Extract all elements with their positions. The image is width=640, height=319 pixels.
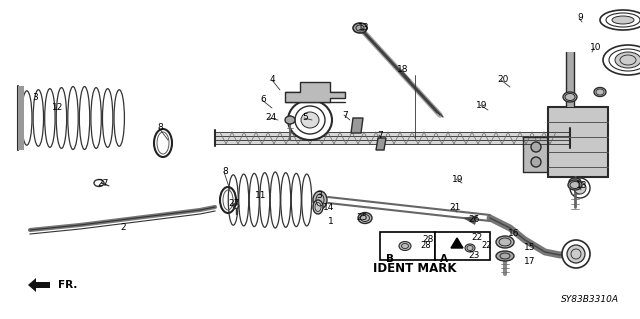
Polygon shape [523, 137, 548, 172]
Text: SY83B3310A: SY83B3310A [561, 295, 619, 305]
Text: IDENT MARK: IDENT MARK [373, 262, 457, 275]
Ellipse shape [568, 180, 582, 190]
Text: 6: 6 [260, 95, 266, 105]
Text: 28: 28 [420, 241, 431, 250]
Ellipse shape [496, 236, 514, 248]
Ellipse shape [496, 251, 514, 261]
Text: 7: 7 [377, 130, 383, 139]
Text: 1: 1 [328, 218, 333, 226]
Text: FR.: FR. [58, 280, 77, 290]
Ellipse shape [600, 10, 640, 30]
Text: 18: 18 [397, 65, 408, 75]
Text: 13: 13 [576, 182, 588, 190]
Circle shape [567, 245, 585, 263]
Text: 8: 8 [157, 123, 163, 132]
Text: B: B [386, 254, 394, 264]
Text: 4: 4 [270, 76, 276, 85]
Ellipse shape [353, 23, 367, 33]
Ellipse shape [603, 45, 640, 75]
Text: 19: 19 [476, 100, 488, 109]
Circle shape [570, 178, 590, 198]
Ellipse shape [563, 92, 577, 102]
Text: 11: 11 [255, 191, 266, 201]
Text: 10: 10 [590, 43, 602, 53]
Ellipse shape [313, 191, 327, 209]
Ellipse shape [285, 116, 295, 124]
Polygon shape [36, 282, 50, 288]
Text: 16: 16 [508, 229, 520, 239]
Ellipse shape [358, 212, 372, 224]
Circle shape [531, 157, 541, 167]
Text: 26: 26 [468, 216, 479, 225]
Circle shape [562, 240, 590, 268]
Text: 13: 13 [358, 24, 369, 33]
Ellipse shape [288, 100, 332, 140]
Polygon shape [351, 118, 363, 133]
Text: 22: 22 [471, 234, 483, 242]
Polygon shape [566, 52, 574, 107]
Ellipse shape [594, 87, 606, 97]
Ellipse shape [465, 244, 475, 252]
Ellipse shape [569, 178, 581, 186]
Text: 8: 8 [222, 167, 228, 176]
Text: 19: 19 [452, 174, 463, 183]
Ellipse shape [313, 200, 323, 214]
Polygon shape [215, 132, 570, 144]
Text: 17: 17 [524, 257, 536, 266]
Bar [380, 232, 435, 260]
Text: 22: 22 [481, 241, 492, 250]
Text: 28: 28 [422, 235, 433, 244]
Text: 27: 27 [97, 179, 108, 188]
Text: 12: 12 [52, 103, 63, 113]
Polygon shape [18, 86, 24, 150]
Text: 21: 21 [449, 203, 460, 211]
Bar [435, 232, 490, 260]
Text: 27: 27 [228, 198, 239, 207]
Text: 15: 15 [524, 242, 536, 251]
Text: 3: 3 [316, 190, 322, 199]
Polygon shape [548, 107, 608, 177]
Circle shape [574, 182, 586, 194]
Text: 7: 7 [342, 110, 348, 120]
Polygon shape [451, 238, 463, 248]
Text: 24: 24 [265, 114, 276, 122]
Text: 5: 5 [302, 114, 308, 122]
Text: 9: 9 [577, 13, 583, 23]
Text: 20: 20 [497, 76, 508, 85]
Polygon shape [28, 278, 36, 292]
Polygon shape [285, 82, 345, 102]
Ellipse shape [615, 52, 640, 68]
Polygon shape [376, 138, 386, 150]
Text: 14: 14 [323, 203, 334, 211]
Ellipse shape [399, 241, 411, 250]
Text: 25: 25 [356, 213, 367, 222]
Text: 3: 3 [32, 93, 38, 101]
Text: A: A [440, 254, 448, 264]
Ellipse shape [301, 112, 319, 128]
Circle shape [531, 142, 541, 152]
Text: 23: 23 [468, 251, 479, 261]
Polygon shape [463, 215, 478, 225]
Ellipse shape [612, 16, 634, 24]
Text: 2: 2 [120, 224, 125, 233]
